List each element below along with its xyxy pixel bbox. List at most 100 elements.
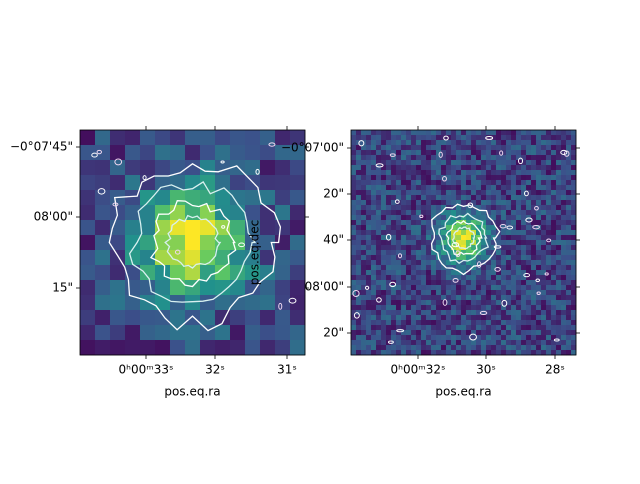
pixel	[361, 320, 367, 326]
pixel	[491, 320, 497, 326]
pixel	[511, 250, 517, 256]
pixel	[396, 180, 402, 186]
pixel	[125, 220, 141, 236]
pixel	[275, 250, 291, 266]
pixel	[466, 325, 472, 331]
pixel	[411, 185, 417, 191]
pixel	[366, 245, 372, 251]
pixel	[536, 290, 542, 296]
pixel	[566, 205, 572, 211]
pixel	[426, 185, 432, 191]
pixel	[185, 220, 201, 236]
pixel	[486, 135, 492, 141]
pixel	[501, 165, 507, 171]
pixel	[551, 155, 557, 161]
pixel	[371, 195, 377, 201]
pixel	[496, 345, 502, 351]
pixel	[561, 325, 567, 331]
pixel	[421, 130, 427, 136]
pixel	[551, 240, 557, 246]
pixel	[431, 320, 437, 326]
pixel	[371, 275, 377, 281]
pixel	[406, 200, 412, 206]
pixel	[170, 325, 186, 341]
pixel	[496, 195, 502, 201]
pixel	[476, 305, 482, 311]
pixel	[366, 220, 372, 226]
pixel	[426, 135, 432, 141]
pixel	[125, 310, 141, 326]
pixel	[466, 215, 472, 221]
pixel	[371, 175, 377, 181]
pixel	[571, 180, 577, 186]
pixel	[436, 245, 442, 251]
pixel	[421, 315, 427, 321]
pixel	[396, 250, 402, 256]
pixel	[541, 300, 547, 306]
pixel	[541, 155, 547, 161]
pixel	[456, 160, 462, 166]
pixel	[361, 250, 367, 256]
pixel	[481, 235, 487, 241]
pixel	[436, 205, 442, 211]
pixel	[551, 165, 557, 171]
pixel	[461, 140, 467, 146]
pixel	[416, 335, 422, 341]
pixel	[561, 300, 567, 306]
pixel	[526, 315, 532, 321]
pixel	[441, 345, 447, 351]
pixel	[526, 200, 532, 206]
pixel	[381, 205, 387, 211]
pixel	[521, 325, 527, 331]
pixel	[431, 285, 437, 291]
pixel	[571, 175, 577, 181]
pixel	[491, 260, 497, 266]
pixel	[461, 240, 467, 246]
pixel	[401, 260, 407, 266]
pixel	[496, 130, 502, 136]
pixel	[431, 185, 437, 191]
pixel	[476, 180, 482, 186]
pixel	[561, 270, 567, 276]
pixel	[571, 260, 577, 266]
pixel	[531, 160, 537, 166]
pixel	[546, 290, 552, 296]
pixel	[526, 155, 532, 161]
pixel	[541, 290, 547, 296]
pixel	[411, 305, 417, 311]
pixel	[396, 275, 402, 281]
noise-contour	[353, 312, 360, 319]
pixel	[506, 255, 512, 261]
pixel	[556, 260, 562, 266]
pixel	[546, 195, 552, 201]
pixel	[501, 215, 507, 221]
pixel	[446, 350, 452, 356]
pixel	[506, 215, 512, 221]
pixel	[506, 245, 512, 251]
pixel	[356, 190, 362, 196]
pixel	[406, 335, 412, 341]
pixel	[351, 180, 357, 186]
pixel	[561, 280, 567, 286]
pixel	[566, 140, 572, 146]
pixel	[551, 215, 557, 221]
pixel	[531, 280, 537, 286]
pixel	[401, 295, 407, 301]
pixel	[466, 170, 472, 176]
pixel	[566, 250, 572, 256]
pixel	[566, 345, 572, 351]
pixel	[556, 215, 562, 221]
pixel	[536, 240, 542, 246]
pixel	[411, 300, 417, 306]
pixel	[125, 250, 141, 266]
pixel	[356, 230, 362, 236]
pixel	[436, 320, 442, 326]
pixel	[110, 340, 126, 356]
pixel	[260, 160, 276, 176]
pixel	[366, 170, 372, 176]
pixel	[411, 135, 417, 141]
pixel	[260, 310, 276, 326]
pixel	[476, 315, 482, 321]
pixel	[376, 225, 382, 231]
